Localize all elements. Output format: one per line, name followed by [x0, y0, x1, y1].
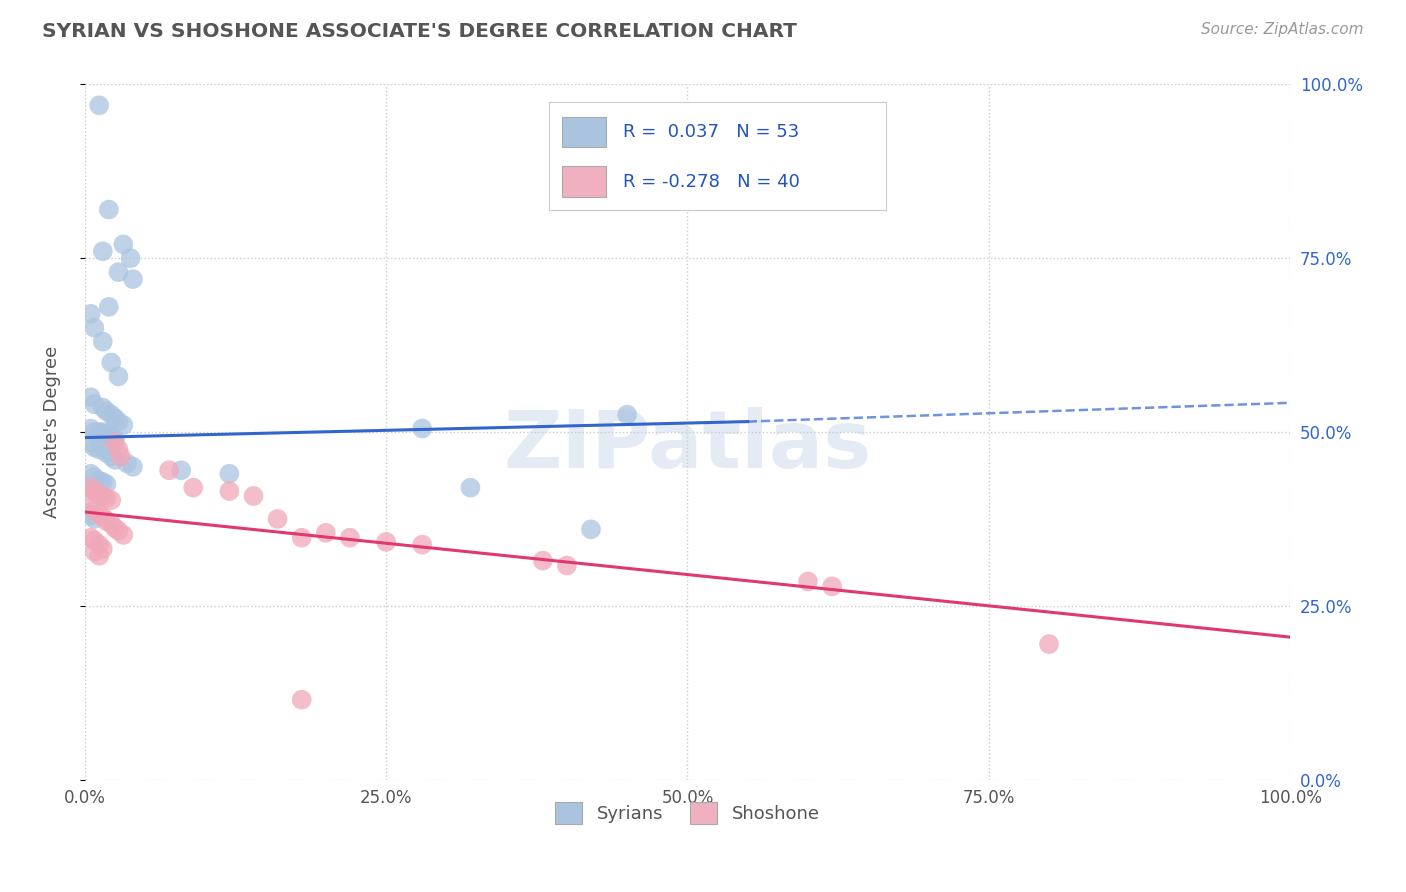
Point	[89, 487, 111, 501]
Text: ZIPatlas: ZIPatlas	[503, 407, 872, 485]
Point	[96, 477, 118, 491]
Point	[112, 418, 135, 433]
Point	[80, 498, 103, 512]
Point	[83, 512, 105, 526]
Point	[100, 450, 122, 464]
Point	[170, 463, 193, 477]
Text: SYRIAN VS SHOSHONE ASSOCIATE'S DEGREE CORRELATION CHART: SYRIAN VS SHOSHONE ASSOCIATE'S DEGREE CO…	[42, 22, 797, 41]
Point	[104, 453, 127, 467]
Point	[83, 397, 105, 411]
Point	[115, 456, 138, 470]
Point	[89, 549, 111, 563]
Point	[83, 484, 105, 499]
Point	[291, 531, 314, 545]
Point	[104, 432, 127, 446]
Point	[96, 514, 118, 528]
Point	[100, 493, 122, 508]
Point	[89, 425, 111, 439]
Point	[100, 355, 122, 369]
Point	[460, 481, 482, 495]
Y-axis label: Associate's Degree: Associate's Degree	[44, 346, 60, 518]
Point	[266, 512, 288, 526]
Point	[80, 307, 103, 321]
Point	[821, 579, 844, 593]
Point	[89, 474, 111, 488]
Point	[107, 265, 129, 279]
Point	[555, 558, 578, 573]
Point	[91, 425, 114, 439]
Point	[579, 522, 602, 536]
Point	[89, 487, 111, 501]
Point	[80, 421, 103, 435]
Point	[104, 521, 127, 535]
Point	[218, 467, 240, 481]
Point	[112, 528, 135, 542]
Point	[797, 574, 820, 589]
Point	[315, 525, 337, 540]
Point	[107, 415, 129, 429]
Point	[89, 538, 111, 552]
Point	[616, 408, 638, 422]
Point	[375, 534, 398, 549]
Point	[411, 538, 433, 552]
Point	[91, 489, 114, 503]
Point	[122, 459, 145, 474]
Point	[83, 484, 105, 499]
Point	[100, 430, 122, 444]
Text: Source: ZipAtlas.com: Source: ZipAtlas.com	[1201, 22, 1364, 37]
Point	[91, 475, 114, 489]
Point	[339, 531, 361, 545]
Point	[96, 426, 118, 441]
Point	[89, 98, 111, 112]
Point	[1038, 637, 1060, 651]
Point	[83, 440, 105, 454]
Point	[91, 401, 114, 415]
Point	[100, 408, 122, 422]
Point	[80, 467, 103, 481]
Point	[96, 491, 118, 505]
Point	[80, 531, 103, 545]
Point	[218, 484, 240, 499]
Point	[80, 435, 103, 450]
Point	[104, 411, 127, 425]
Point	[97, 202, 120, 217]
Point	[411, 421, 433, 435]
Point	[97, 428, 120, 442]
Point	[80, 481, 103, 495]
Point	[83, 544, 105, 558]
Point	[91, 334, 114, 349]
Point	[89, 507, 111, 521]
Point	[157, 463, 180, 477]
Point	[107, 369, 129, 384]
Point	[91, 244, 114, 259]
Point	[96, 404, 118, 418]
Point	[80, 508, 103, 523]
Point	[83, 470, 105, 484]
Point	[107, 524, 129, 538]
Point	[181, 481, 204, 495]
Point	[242, 489, 264, 503]
Point	[89, 442, 111, 457]
Point	[80, 481, 103, 495]
Point	[100, 516, 122, 531]
Legend: Syrians, Shoshone: Syrians, Shoshone	[546, 793, 828, 833]
Point	[83, 320, 105, 334]
Point	[120, 251, 142, 265]
Point	[83, 533, 105, 548]
Point	[83, 425, 105, 439]
Point	[110, 450, 132, 464]
Point	[91, 509, 114, 524]
Point	[122, 272, 145, 286]
Point	[104, 435, 127, 450]
Point	[80, 390, 103, 404]
Point	[112, 237, 135, 252]
Point	[91, 541, 114, 556]
Point	[531, 554, 554, 568]
Point	[96, 446, 118, 460]
Point	[291, 692, 314, 706]
Point	[97, 300, 120, 314]
Point	[107, 442, 129, 457]
Point	[83, 503, 105, 517]
